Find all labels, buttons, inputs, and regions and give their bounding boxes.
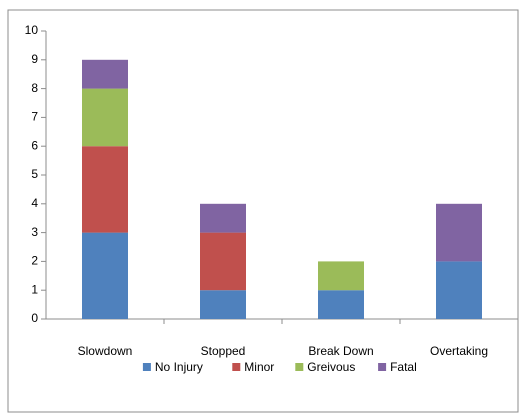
legend-label: Greivous: [307, 360, 355, 374]
bar-segment: [82, 88, 128, 147]
bar-segment: [82, 59, 128, 89]
bar-segment: [82, 146, 128, 233]
legend-swatch: [232, 363, 241, 371]
y-tick-label: 0: [31, 311, 38, 325]
y-tick-label: 10: [25, 23, 39, 37]
x-tick-label: Stopped: [201, 344, 246, 358]
legend-swatch: [378, 363, 387, 371]
y-tick-label: 3: [31, 225, 38, 239]
legend-swatch: [142, 363, 151, 371]
y-tick-label: 4: [31, 196, 38, 210]
bar-segment: [200, 203, 246, 233]
x-tick-label: Slowdown: [78, 344, 133, 358]
bar-segment: [318, 261, 364, 291]
bar-segment: [82, 232, 128, 319]
y-tick-label: 1: [31, 282, 38, 296]
bar-segment: [436, 203, 482, 262]
bar-segment: [200, 290, 246, 319]
bar-segment: [318, 290, 364, 319]
y-tick-label: 2: [31, 254, 38, 268]
bar-segment: [436, 261, 482, 319]
y-tick-label: 5: [31, 167, 38, 181]
y-tick-label: 7: [31, 110, 38, 124]
bar-segment: [200, 232, 246, 291]
x-tick-label: Break Down: [308, 344, 373, 358]
legend-label: Fatal: [390, 360, 417, 374]
y-tick-label: 9: [31, 52, 38, 66]
legend-swatch: [295, 363, 304, 371]
y-tick-label: 6: [31, 138, 38, 152]
legend-label: Minor: [244, 360, 274, 374]
y-tick-label: 8: [31, 81, 38, 95]
x-tick-label: Overtaking: [430, 344, 488, 358]
legend-label: No Injury: [155, 360, 203, 374]
